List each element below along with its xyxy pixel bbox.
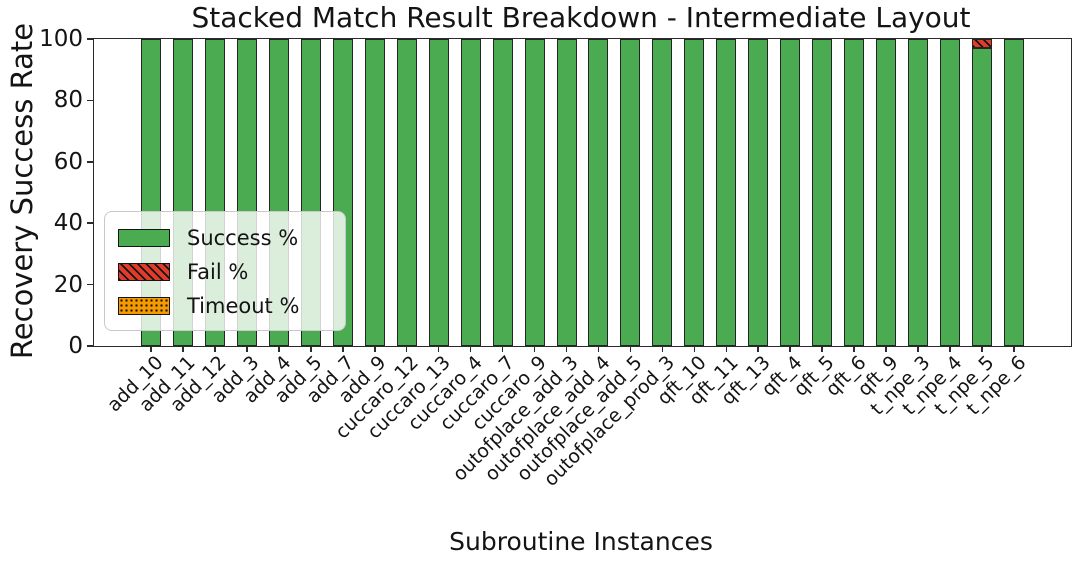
bar-segment-success	[428, 39, 449, 346]
legend-row: Timeout %	[105, 289, 345, 323]
x-tick-mark	[757, 346, 760, 352]
bar-segment-success	[908, 39, 929, 346]
x-tick-mark	[981, 346, 983, 352]
bar-segment-success	[684, 39, 705, 346]
x-tick-mark	[533, 346, 536, 352]
x-tick-mark	[789, 346, 792, 352]
bar-segment-success	[396, 39, 417, 346]
bar-segment-success	[972, 48, 993, 346]
bar-segment-success	[460, 39, 481, 346]
bar-segment-success	[620, 39, 641, 346]
x-tick-mark	[1013, 346, 1015, 352]
bar-segment-fail	[972, 39, 993, 49]
bar-segment-success	[780, 39, 801, 346]
x-tick-mark	[693, 346, 696, 352]
legend: Success % Fail % Timeout %	[104, 211, 346, 331]
bar-segment-success	[1004, 39, 1024, 346]
chart-title: Stacked Match Result Breakdown - Interme…	[191, 1, 971, 34]
bar-segment-success	[556, 39, 577, 346]
x-tick-mark	[278, 346, 280, 352]
y-tick-mark	[87, 99, 93, 102]
y-tick-mark	[87, 345, 93, 347]
legend-label: Fail %	[187, 260, 249, 284]
y-tick-label: 20	[53, 271, 83, 298]
legend-swatch-icon	[118, 263, 170, 281]
x-tick-mark	[629, 346, 632, 352]
x-axis-label: Subroutine Instances	[449, 527, 713, 556]
y-tick-mark	[87, 222, 93, 224]
bar-segment-success	[588, 39, 609, 346]
x-tick-mark	[821, 346, 824, 352]
legend-swatch-icon	[118, 297, 170, 315]
y-tick-label: 0	[68, 333, 83, 359]
bar-segment-success	[524, 39, 545, 346]
x-tick-mark	[150, 346, 152, 352]
x-tick-mark	[246, 346, 248, 352]
bar-segment-success	[876, 39, 897, 346]
y-tick-mark	[87, 161, 93, 163]
y-tick-label: 80	[53, 87, 83, 114]
x-tick-mark	[917, 346, 919, 352]
legend-row: Fail %	[105, 255, 345, 289]
bar-segment-success	[844, 39, 865, 346]
x-tick-mark	[565, 346, 568, 352]
x-tick-mark	[182, 346, 184, 352]
legend-row: Success %	[105, 221, 345, 255]
x-tick-mark	[949, 346, 951, 352]
y-tick-label: 60	[53, 148, 83, 175]
bar-segment-success	[812, 39, 833, 346]
legend-label: Success %	[187, 226, 299, 250]
x-tick-mark	[725, 346, 728, 352]
bar-segment-success	[940, 39, 961, 346]
bar-segment-success	[716, 39, 737, 346]
y-tick-mark	[87, 283, 93, 286]
y-tick-mark	[87, 38, 93, 40]
x-tick-mark	[341, 346, 344, 352]
y-tick-label: 40	[53, 210, 83, 237]
x-tick-mark	[661, 346, 664, 352]
x-tick-mark	[214, 346, 216, 352]
x-tick-mark	[437, 346, 440, 352]
x-tick-mark	[373, 346, 376, 352]
x-tick-mark	[597, 346, 600, 352]
legend-label: Timeout %	[187, 294, 300, 318]
x-tick-mark	[310, 346, 312, 352]
x-tick-mark	[501, 346, 504, 352]
bar-segment-success	[492, 39, 513, 346]
y-axis-label: Recovery Success Rate	[5, 22, 39, 360]
x-tick-mark	[469, 346, 472, 352]
x-tick-mark	[885, 346, 887, 352]
bar-segment-success	[652, 39, 673, 346]
legend-swatch-icon	[118, 229, 170, 247]
bar-segment-success	[748, 39, 769, 346]
bar-segment-success	[364, 39, 385, 346]
x-tick-mark	[405, 346, 408, 352]
y-tick-label: 100	[39, 26, 83, 52]
x-tick-mark	[853, 346, 855, 352]
